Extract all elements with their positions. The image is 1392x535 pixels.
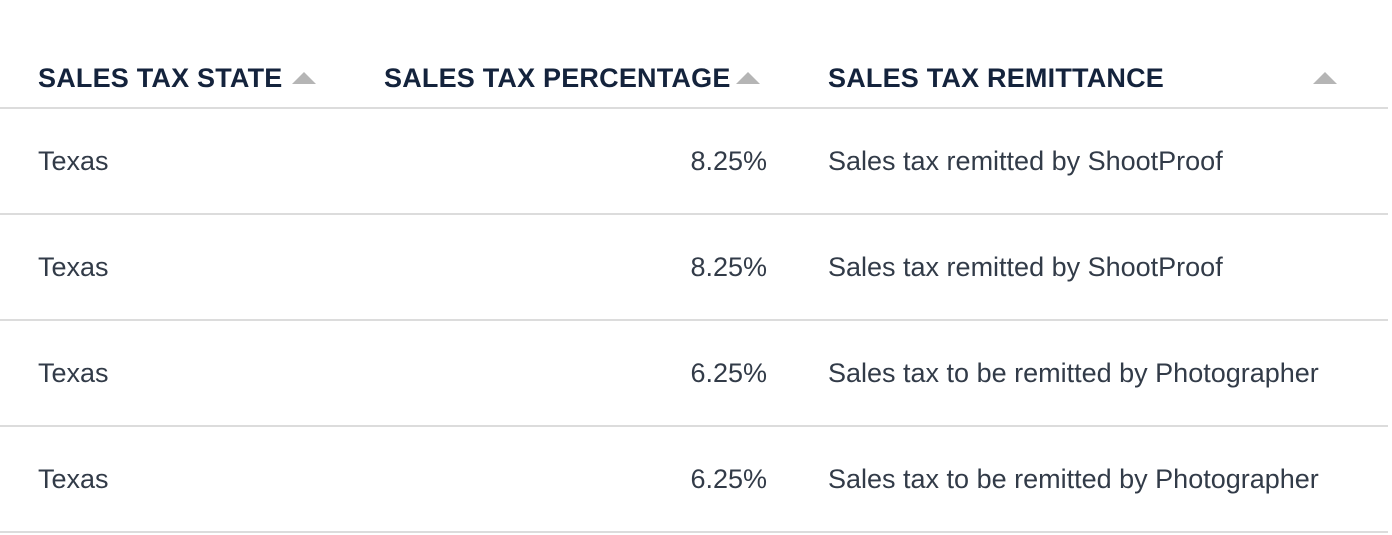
table-row: Texas 8.25% Sales tax remitted by ShootP… (0, 215, 1388, 321)
sort-ascending-icon[interactable] (736, 72, 760, 84)
remittance-cell: Sales tax to be remitted by Photographer (828, 357, 1319, 388)
percentage-cell: 8.25% (690, 145, 767, 176)
remittance-cell: Sales tax remitted by ShootProof (828, 251, 1223, 282)
table-header-row: SALES TAX STATE SALES TAX PERCENTAGE SAL… (0, 0, 1388, 109)
percentage-cell: 6.25% (690, 463, 767, 494)
table-row: Texas 6.25% Sales tax to be remitted by … (0, 427, 1388, 533)
sort-ascending-icon[interactable] (1313, 72, 1337, 84)
header-sales-tax-remittance[interactable]: SALES TAX REMITTANCE (828, 62, 1362, 94)
table-row: Texas 8.25% Sales tax remitted by ShootP… (0, 109, 1388, 215)
header-label: SALES TAX PERCENTAGE (384, 62, 731, 93)
header-sales-tax-percentage[interactable]: SALES TAX PERCENTAGE (384, 62, 760, 94)
table-row: Texas 6.25% Sales tax to be remitted by … (0, 321, 1388, 427)
percentage-cell: 8.25% (690, 251, 767, 282)
state-cell: Texas (38, 357, 109, 388)
sort-ascending-icon[interactable] (292, 72, 316, 84)
remittance-cell: Sales tax remitted by ShootProof (828, 145, 1223, 176)
state-cell: Texas (38, 251, 109, 282)
state-cell: Texas (38, 463, 109, 494)
percentage-cell: 6.25% (690, 357, 767, 388)
remittance-cell: Sales tax to be remitted by Photographer (828, 463, 1319, 494)
header-label: SALES TAX STATE (38, 62, 283, 93)
state-cell: Texas (38, 145, 109, 176)
header-sales-tax-state[interactable]: SALES TAX STATE (38, 62, 316, 94)
header-label: SALES TAX REMITTANCE (828, 62, 1165, 93)
